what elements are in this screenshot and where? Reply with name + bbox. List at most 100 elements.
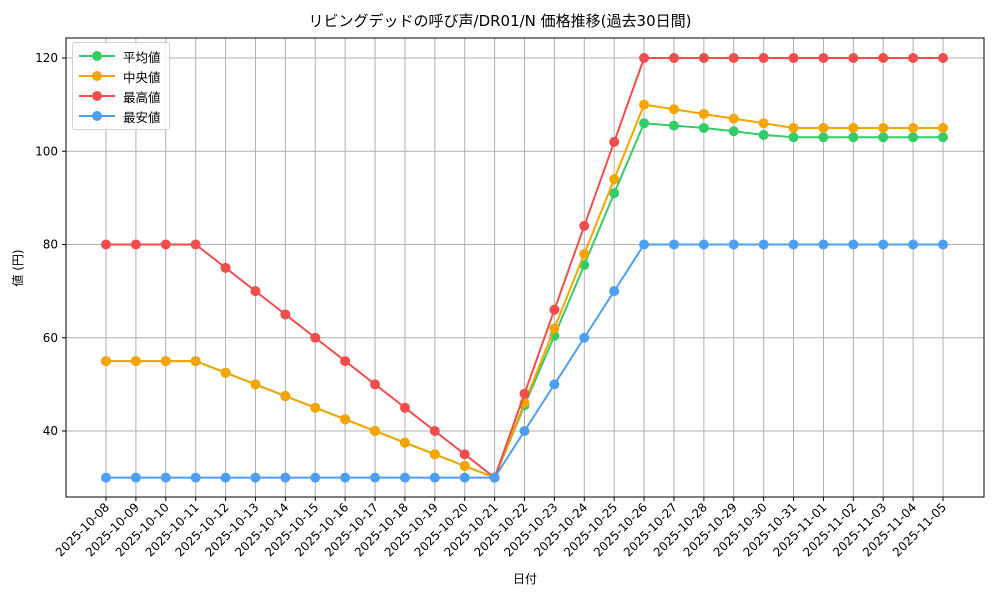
data-point (698, 108, 709, 119)
data-point (190, 472, 201, 483)
data-point (938, 239, 948, 250)
data-point (220, 472, 231, 483)
chart-title: リビングデッドの呼び声/DR01/N 価格推移(過去30日間) (308, 12, 692, 30)
data-point (758, 118, 769, 129)
data-point (818, 239, 829, 250)
series-1 (101, 99, 948, 483)
data-point (609, 174, 620, 185)
legend-label: 最高値 (123, 89, 161, 105)
x-axis-ticks: 2025-10-082025-10-092025-10-102025-10-11… (53, 497, 949, 559)
data-point (668, 120, 679, 131)
data-point (130, 239, 141, 250)
data-point (728, 126, 739, 137)
data-point (878, 122, 889, 133)
data-point (429, 426, 440, 436)
data-point (818, 132, 829, 143)
data-point (310, 472, 321, 483)
data-point (668, 53, 679, 63)
data-point (878, 132, 889, 143)
data-point (519, 426, 530, 436)
legend-marker-icon (79, 50, 115, 62)
data-point (340, 414, 351, 425)
data-point (190, 356, 201, 367)
data-point (639, 118, 650, 129)
data-point (848, 53, 859, 63)
legend-item: 最安値 (79, 106, 161, 126)
data-point (429, 449, 440, 460)
series-lines (101, 53, 948, 483)
data-point (848, 122, 859, 133)
data-point (101, 472, 111, 483)
data-point (459, 472, 470, 483)
y-tick-label: 80 (43, 238, 58, 252)
data-point (758, 129, 769, 140)
data-point (848, 132, 859, 143)
legend-label: 最安値 (123, 109, 161, 125)
y-axis-ticks: 40 60 80 100 120 (35, 51, 66, 438)
data-point (758, 53, 769, 63)
legend-item: 中央値 (79, 66, 161, 86)
data-point (429, 472, 440, 483)
data-point (549, 323, 560, 334)
data-point (370, 472, 381, 483)
data-point (609, 136, 620, 147)
legend-label: 中央値 (123, 69, 161, 85)
data-point (340, 356, 351, 367)
data-point (938, 132, 948, 143)
data-point (459, 460, 470, 471)
data-point (668, 239, 679, 250)
data-point (728, 239, 739, 250)
data-point (698, 122, 709, 133)
data-point (579, 332, 590, 343)
data-point (130, 472, 141, 483)
data-point (579, 248, 590, 259)
data-point (639, 53, 650, 63)
data-point (280, 391, 291, 402)
legend-marker-icon (79, 90, 115, 102)
data-point (250, 379, 261, 390)
data-point (728, 113, 739, 124)
data-point (878, 53, 889, 63)
data-point (280, 309, 291, 320)
series-3 (101, 239, 948, 483)
data-point (220, 262, 231, 273)
data-point (310, 332, 321, 343)
data-point (519, 388, 530, 399)
data-point (130, 356, 141, 367)
legend-item: 平均値 (79, 46, 161, 66)
data-point (848, 239, 859, 250)
data-point (101, 239, 111, 250)
data-point (788, 239, 799, 250)
data-point (788, 132, 799, 143)
data-point (938, 122, 948, 133)
y-tick-label: 120 (35, 51, 58, 65)
data-point (758, 239, 769, 250)
legend-marker-icon (79, 70, 115, 82)
data-point (399, 402, 410, 413)
data-point (639, 239, 650, 250)
data-point (220, 367, 231, 378)
data-point (728, 53, 739, 63)
data-point (250, 472, 261, 483)
data-point (370, 379, 381, 390)
data-point (639, 99, 650, 110)
data-point (101, 356, 111, 367)
data-point (399, 437, 410, 448)
y-axis-label: 値 (円) (10, 249, 25, 286)
data-point (668, 104, 679, 115)
data-point (609, 188, 620, 199)
series-2 (101, 53, 948, 483)
data-point (908, 122, 919, 133)
data-point (160, 472, 171, 483)
data-point (908, 132, 919, 143)
data-point (818, 53, 829, 63)
data-point (370, 426, 381, 436)
data-point (698, 239, 709, 250)
y-tick-label: 60 (43, 331, 58, 345)
data-point (250, 286, 261, 297)
data-point (788, 122, 799, 133)
legend: 平均値中央値最高値最安値 (72, 42, 170, 130)
x-axis-label: 日付 (513, 572, 537, 586)
data-point (310, 402, 321, 413)
